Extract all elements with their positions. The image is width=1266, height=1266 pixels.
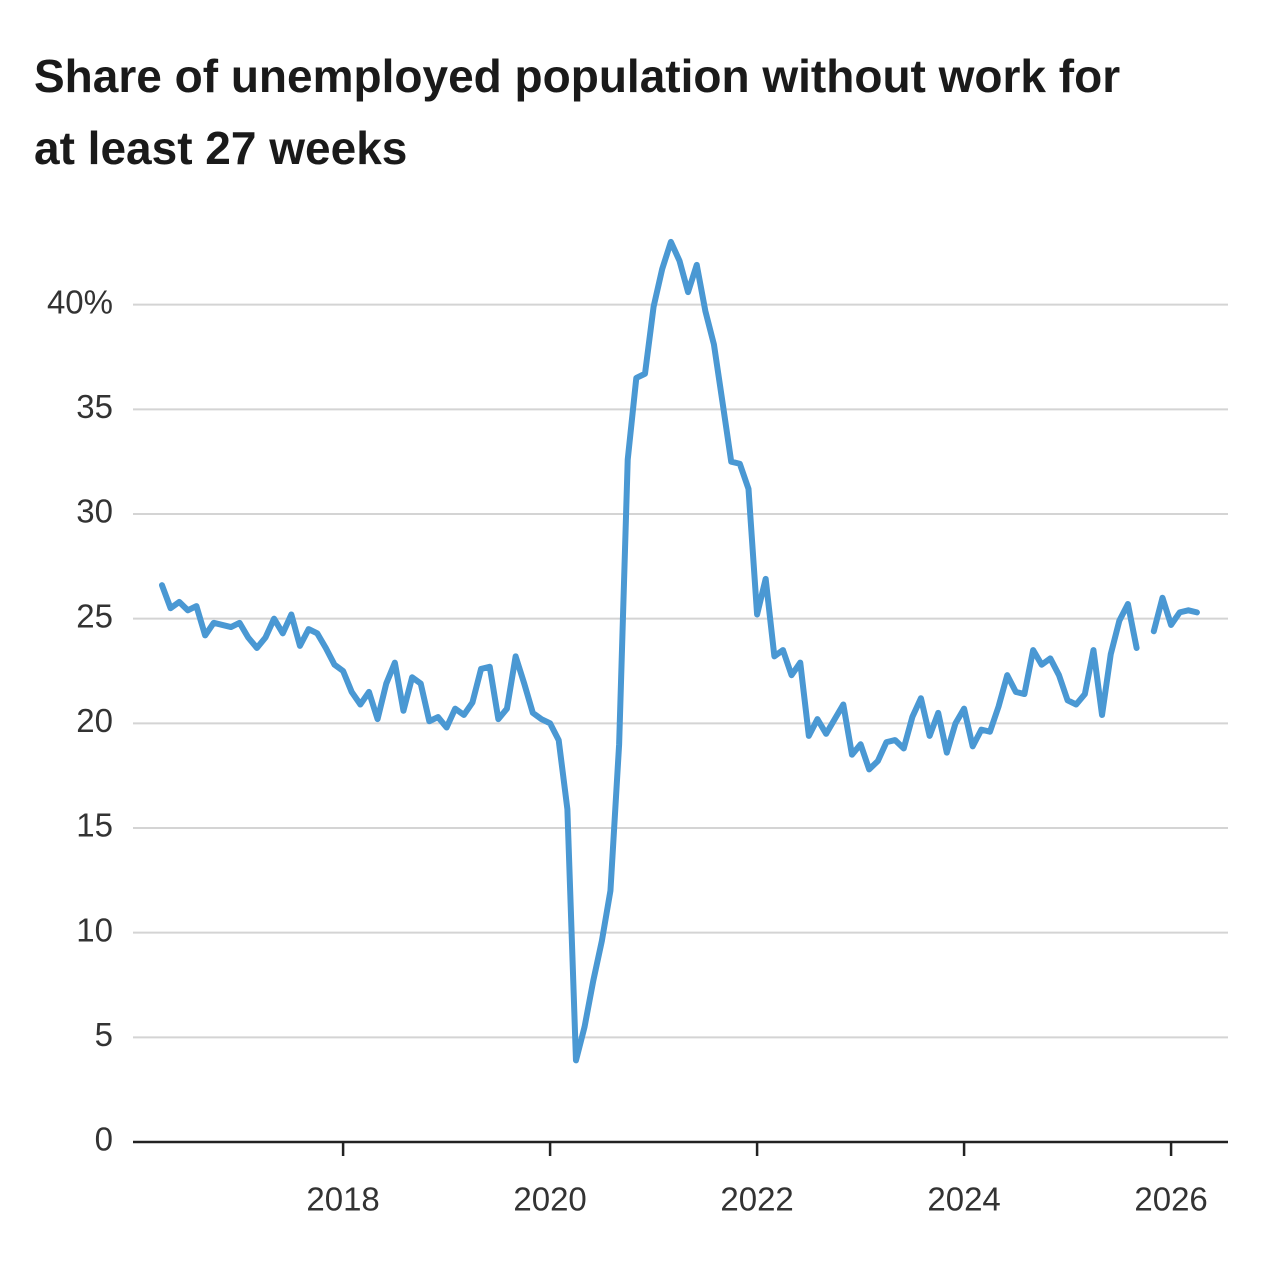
y-tick-label: 20 <box>76 702 113 739</box>
y-tick-label: 35 <box>76 388 113 425</box>
x-tick-label: 2026 <box>1134 1181 1207 1218</box>
data-line <box>158 238 1200 1064</box>
x-tick-label: 2018 <box>306 1181 379 1218</box>
y-tick-label: 15 <box>76 807 113 844</box>
y-tick-label: 40% <box>47 283 113 320</box>
x-tick-label: 2020 <box>513 1181 586 1218</box>
y-tick-label: 5 <box>95 1016 113 1053</box>
y-tick-label: 30 <box>76 493 113 530</box>
y-tick-label: 10 <box>76 911 113 948</box>
y-tick-label: 0 <box>95 1121 113 1158</box>
y-tick-label: 25 <box>76 597 113 634</box>
x-tick-label: 2022 <box>720 1181 793 1218</box>
x-tick-label: 2024 <box>927 1181 1000 1218</box>
chart-title: Share of unemployed population without w… <box>34 50 1121 174</box>
